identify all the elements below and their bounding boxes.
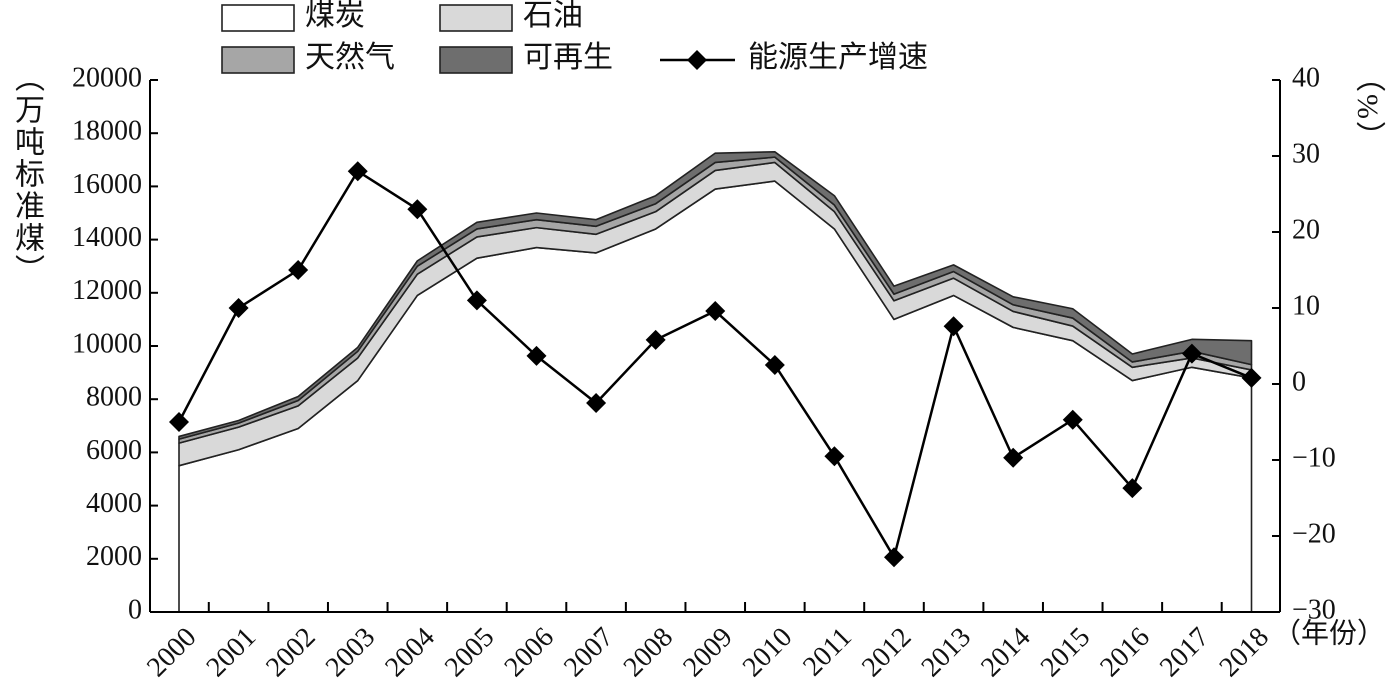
growth-marker [1241,367,1262,388]
growth-marker [764,355,785,375]
y2-tick-label: −10 [1292,442,1336,473]
x-tick-label: 2003 [320,622,382,684]
growth-marker [645,329,666,350]
y-tick-label: 16000 [72,169,142,200]
x-tick-label: 2005 [439,622,501,684]
growth-marker [705,301,726,322]
growth-marker [1062,409,1083,430]
x-tick-label: 2001 [201,622,263,684]
y-tick-label: 18000 [72,116,142,147]
y-tick-label: 2000 [86,541,142,572]
y-tick-label: 14000 [72,222,142,253]
y-tick-label: 12000 [72,275,142,306]
x-tick-label: 2015 [1035,622,1097,684]
y2-tick-label: 30 [1292,138,1320,169]
growth-marker [169,412,189,432]
legend-label: 可再生 [523,41,613,74]
growth-marker [526,345,547,366]
x-tick-label: 2018 [1213,622,1275,684]
y-tick-label: 20000 [72,62,142,93]
x-tick-label: 2002 [260,622,322,684]
growth-marker [824,446,845,467]
y2-tick-label: 20 [1292,214,1320,245]
y2-tick-label: 0 [1292,366,1306,397]
y2-tick-label: −30 [1292,594,1336,625]
growth-marker [586,393,607,413]
x-tick-label: 2017 [1154,622,1216,684]
x-tick-label: 2014 [975,622,1037,684]
y-tick-label: 0 [128,594,142,625]
growth-marker [228,298,249,318]
x-tick-label: 2007 [558,622,620,684]
x-tick-label: 2011 [797,622,858,683]
growth-marker [347,161,368,182]
y-tick-label: 6000 [86,435,142,466]
growth-marker [1003,447,1024,468]
area-0 [178,180,1253,613]
y2-tick-label: 40 [1292,62,1320,93]
growth-marker [1181,343,1202,364]
y-axis-label: （万吨标准煤） [10,62,43,286]
growth-marker [884,547,904,568]
area-3 [178,151,1253,440]
y-tick-label: 8000 [86,382,142,413]
legend-label: 天然气 [305,41,395,74]
growth-marker [466,290,487,311]
x-tick-label: 2008 [618,622,680,684]
growth-marker [943,316,964,337]
legend-label: 石油 [523,0,583,32]
y2-axis-label: （%） [1351,62,1384,153]
growth-marker [407,199,428,220]
y2-tick-label: −20 [1292,518,1336,549]
x-tick-label: 2009 [677,622,739,684]
x-tick-label: 2006 [498,622,560,684]
x-tick-label: 2012 [856,622,918,684]
y2-tick-label: 10 [1292,290,1320,321]
y-tick-label: 10000 [72,328,142,359]
growth-marker [1122,478,1143,499]
legend-swatch [439,46,513,74]
x-axis-label: （年份） [1273,617,1385,649]
legend-swatch [439,4,513,32]
legend-swatch [221,4,295,32]
x-tick-label: 2004 [379,622,441,684]
y-tick-label: 4000 [86,488,142,519]
legend-label: 煤炭 [305,0,365,32]
growth-marker [288,260,309,280]
x-tick-label: 2010 [737,622,799,684]
x-tick-label: 2000 [141,622,203,684]
legend-marker [687,50,707,70]
legend-label: 能源生产增速 [748,41,928,74]
x-tick-label: 2013 [916,622,978,684]
x-tick-label: 2016 [1094,622,1156,684]
legend-swatch [221,46,295,74]
